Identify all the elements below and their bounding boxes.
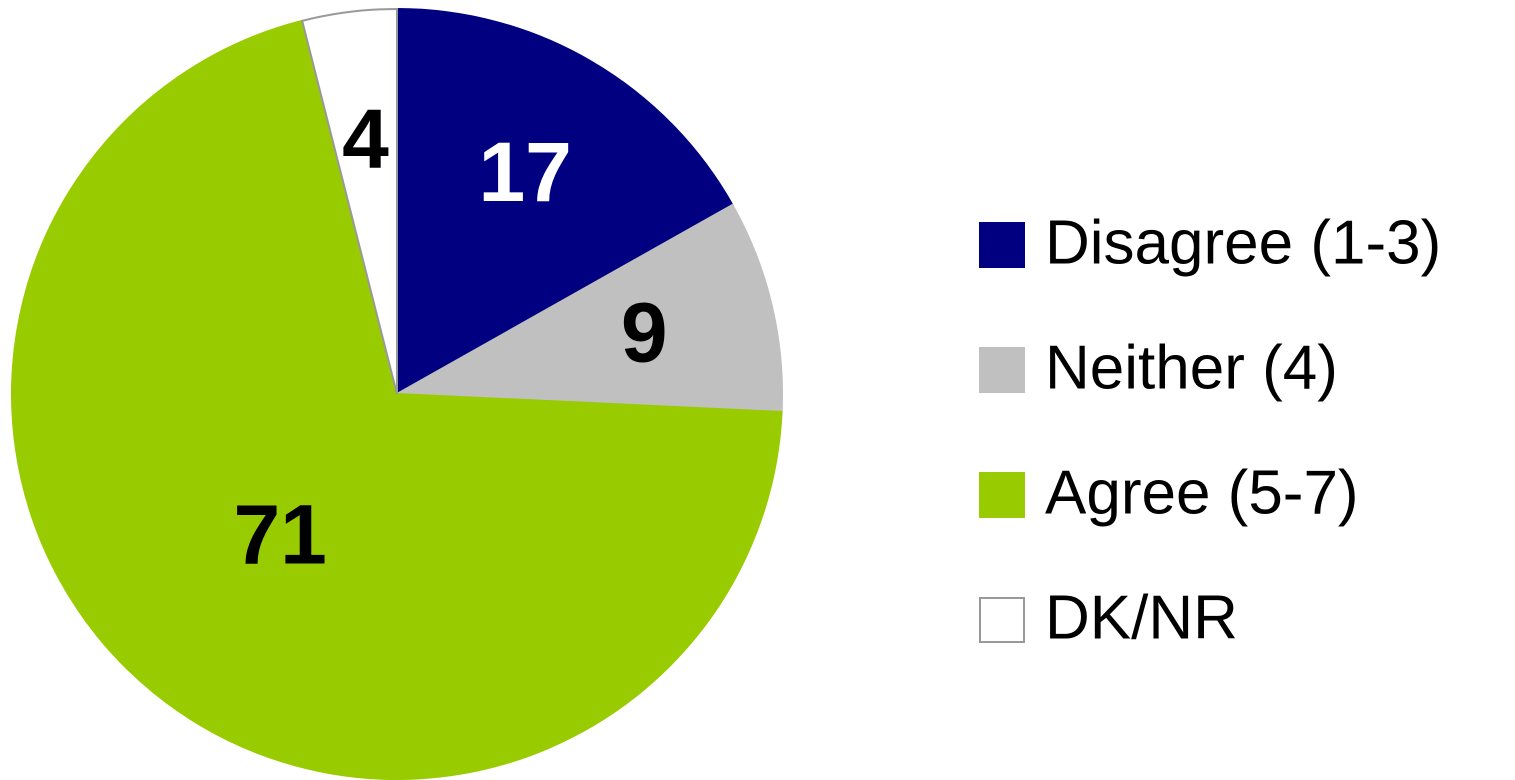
legend-swatch [979,472,1025,518]
pie-slice [300,7,398,395]
legend-label: Neither (4) [1045,333,1338,402]
legend-swatch [979,222,1025,268]
data-label: 4 [342,92,389,186]
legend-label: DK/NR [1045,583,1238,652]
data-label: 9 [621,285,668,379]
pie-slice [396,7,734,396]
legend-label: Agree (5-7) [1045,458,1359,527]
legend-label: Disagree (1-3) [1045,208,1441,277]
pie-slice [393,203,783,414]
data-label: 17 [478,125,571,219]
pie-slice [11,19,783,780]
legend-swatch [979,597,1025,643]
legend-swatch [979,347,1025,393]
data-label: 71 [233,487,326,581]
